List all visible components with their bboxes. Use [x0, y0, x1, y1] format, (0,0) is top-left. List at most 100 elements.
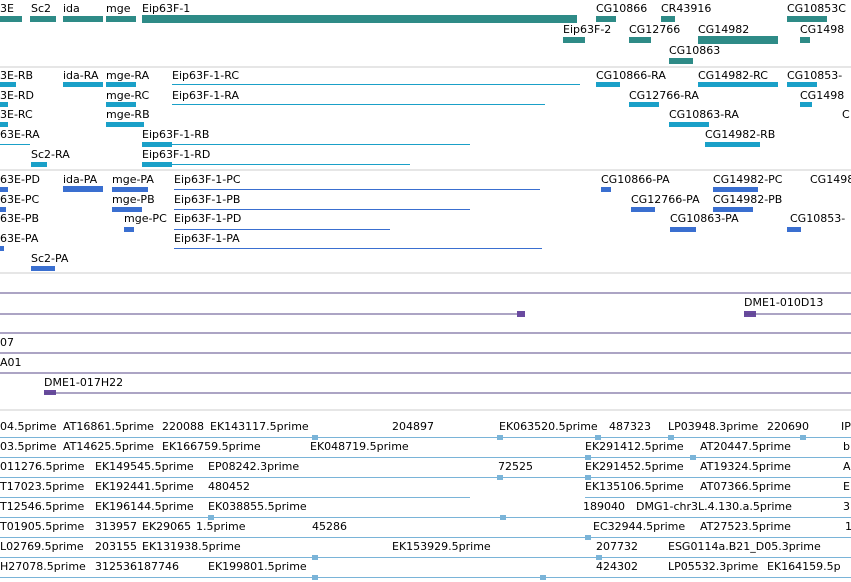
transcript-label[interactable]: CG10866-RA	[596, 69, 666, 82]
est-label[interactable]: 203155	[95, 540, 137, 553]
protein-glyphs[interactable]	[0, 186, 801, 271]
est-label[interactable]: T01905.5prime	[0, 520, 84, 533]
est-label[interactable]: EK063520.5prime	[499, 420, 598, 433]
protein-label[interactable]: CG12766-PA	[631, 193, 700, 206]
est-label[interactable]: T17023.5prime	[0, 480, 84, 493]
transcript-label[interactable]: ida-RA	[63, 69, 99, 82]
est-label[interactable]: EK291452.5prime	[585, 460, 684, 473]
gene-label[interactable]: Eip63F-1	[142, 2, 190, 15]
protein-label[interactable]: mge-PB	[112, 193, 155, 206]
est-label[interactable]: LP05532.3prime	[668, 560, 759, 573]
protein-label[interactable]: Eip63F-1-PD	[174, 212, 241, 225]
est-label[interactable]: LP03948.3prime	[668, 420, 759, 433]
est-label[interactable]: EK048719.5prime	[310, 440, 409, 453]
est-label[interactable]: 204897	[392, 420, 434, 433]
est-label[interactable]: EK29065	[142, 520, 191, 533]
gene-label[interactable]: mge	[106, 2, 131, 15]
est-label[interactable]: 312536187746	[95, 560, 179, 573]
est-label[interactable]: EK153929.5prime	[392, 540, 491, 553]
protein-label[interactable]: 63E-PB	[0, 212, 39, 225]
protein-label[interactable]: mge-PC	[124, 212, 167, 225]
transcript-label[interactable]: CG14982-RC	[698, 69, 768, 82]
est-label[interactable]: DMG1-chr3L.4.130.a.5prime	[636, 500, 792, 513]
protein-label[interactable]: ida-PA	[63, 173, 98, 186]
transcript-glyphs[interactable]	[0, 82, 817, 167]
est-label[interactable]: 3	[843, 500, 850, 513]
transcript-label[interactable]: CG14982-RB	[705, 128, 775, 141]
est-label[interactable]: 220088	[162, 420, 204, 433]
protein-label[interactable]: Sc2-PA	[31, 252, 69, 265]
est-label[interactable]: EK192441.5prime	[95, 480, 194, 493]
clone-label[interactable]: A01	[0, 356, 22, 369]
protein-label[interactable]: 63E-PD	[0, 173, 40, 186]
gene-glyphs[interactable]	[0, 15, 827, 64]
est-label[interactable]: 04.5prime	[0, 420, 57, 433]
protein-label[interactable]: Eip63F-1-PB	[174, 193, 240, 206]
est-label[interactable]: EK135106.5prime	[585, 480, 684, 493]
protein-label[interactable]: CG10853-	[790, 212, 845, 225]
est-label[interactable]: 220690	[767, 420, 809, 433]
est-label[interactable]: EK199801.5prime	[208, 560, 307, 573]
est-label[interactable]: 207732	[596, 540, 638, 553]
protein-label[interactable]: mge-PA	[112, 173, 154, 186]
est-label[interactable]: EK149545.5prime	[95, 460, 194, 473]
transcript-label[interactable]: CG10853-	[787, 69, 842, 82]
est-label[interactable]: AT16861.5prime	[63, 420, 154, 433]
est-glyphs[interactable]	[0, 435, 851, 580]
est-label[interactable]: A	[843, 460, 851, 473]
transcript-label[interactable]: 3E-RB	[0, 69, 33, 82]
gene-label[interactable]: CG10866	[596, 2, 647, 15]
est-label[interactable]: EK196144.5prime	[95, 500, 194, 513]
est-label[interactable]: AT14625.5prime	[63, 440, 154, 453]
est-label[interactable]: 72525	[498, 460, 533, 473]
transcript-label[interactable]: CG1498	[800, 89, 844, 102]
transcript-label[interactable]: CG10863-RA	[669, 108, 739, 121]
est-label[interactable]: EK038855.5prime	[208, 500, 307, 513]
est-label[interactable]: EK291412.5prime	[585, 440, 684, 453]
est-label[interactable]: H27078.5prime	[0, 560, 86, 573]
est-label[interactable]: b	[843, 440, 850, 453]
gene-label[interactable]: CG10853C	[787, 2, 846, 15]
transcript-label[interactable]: 63E-RA	[0, 128, 40, 141]
est-label[interactable]: 011276.5prime	[0, 460, 85, 473]
clone-label[interactable]: DME1-010D13	[744, 296, 823, 309]
est-label[interactable]: AT07366.5prime	[700, 480, 791, 493]
est-label[interactable]: 1	[845, 520, 851, 533]
est-label[interactable]: EP08242.3prime	[208, 460, 299, 473]
transcript-label[interactable]: Eip63F-1-RA	[172, 89, 239, 102]
est-label[interactable]: IP	[841, 420, 851, 433]
est-label[interactable]: 45286	[312, 520, 347, 533]
est-label[interactable]: 313957	[95, 520, 137, 533]
gene-label[interactable]: 3E	[0, 2, 14, 15]
protein-label[interactable]: 63E-PA	[0, 232, 39, 245]
transcript-label[interactable]: Eip63F-1-RB	[142, 128, 209, 141]
transcript-label[interactable]: Sc2-RA	[31, 148, 70, 161]
protein-label[interactable]: Eip63F-1-PA	[174, 232, 240, 245]
clone-label[interactable]: 07	[0, 336, 14, 349]
transcript-label[interactable]: CG12766-RA	[629, 89, 699, 102]
gene-label[interactable]: CR43916	[661, 2, 711, 15]
est-label[interactable]: 1.5prime	[196, 520, 246, 533]
transcript-label[interactable]: 3E-RD	[0, 89, 34, 102]
est-label[interactable]: L02769.5prime	[0, 540, 84, 553]
gene-label[interactable]: CG1498	[800, 23, 844, 36]
clone-end[interactable]	[517, 311, 525, 317]
protein-label[interactable]: Eip63F-1-PC	[174, 173, 241, 186]
transcript-label[interactable]: 3E-RC	[0, 108, 33, 121]
est-label[interactable]: 424302	[596, 560, 638, 573]
est-label[interactable]: AT27523.5prime	[700, 520, 791, 533]
est-label[interactable]: 487323	[609, 420, 651, 433]
est-label[interactable]: EK166759.5prime	[162, 440, 261, 453]
est-label[interactable]: 480452	[208, 480, 250, 493]
gene-label[interactable]: ida	[63, 2, 80, 15]
protein-label[interactable]: CG14982-PC	[713, 173, 783, 186]
est-label[interactable]: EK143117.5prime	[210, 420, 309, 433]
protein-label[interactable]: CG10866-PA	[601, 173, 670, 186]
gene-label[interactable]: CG14982	[698, 23, 749, 36]
protein-label[interactable]: 63E-PC	[0, 193, 40, 206]
est-label[interactable]: 189040	[583, 500, 625, 513]
est-label[interactable]: E	[843, 480, 850, 493]
est-label[interactable]: ESG0114a.B21_D05.3prime	[668, 540, 821, 553]
protein-label[interactable]: CG10863-PA	[670, 212, 739, 225]
est-label[interactable]: EK164159.5p	[767, 560, 841, 573]
